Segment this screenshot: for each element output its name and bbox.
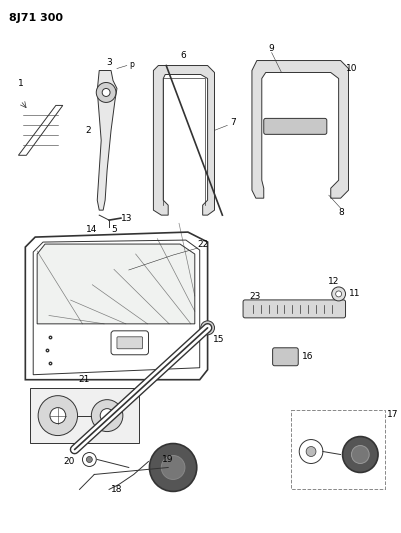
Circle shape <box>100 409 114 423</box>
Text: 17: 17 <box>387 410 399 419</box>
FancyBboxPatch shape <box>30 387 139 442</box>
Circle shape <box>342 437 378 472</box>
Text: 18: 18 <box>111 485 123 494</box>
Circle shape <box>86 456 92 463</box>
Circle shape <box>336 291 342 297</box>
Polygon shape <box>97 70 117 210</box>
Text: 8J71 300: 8J71 300 <box>8 13 63 23</box>
Circle shape <box>91 400 123 432</box>
Text: p: p <box>129 60 134 69</box>
Text: 21: 21 <box>79 375 90 384</box>
Circle shape <box>306 447 316 456</box>
Polygon shape <box>252 61 348 198</box>
FancyBboxPatch shape <box>264 118 327 134</box>
Circle shape <box>38 395 77 435</box>
Text: 8: 8 <box>338 208 344 216</box>
Circle shape <box>83 453 96 466</box>
FancyBboxPatch shape <box>117 337 143 349</box>
Circle shape <box>351 446 369 464</box>
Circle shape <box>150 443 197 491</box>
FancyBboxPatch shape <box>243 300 346 318</box>
Text: 7: 7 <box>230 118 236 127</box>
Circle shape <box>96 83 116 102</box>
Text: 2: 2 <box>86 126 91 135</box>
Text: 12: 12 <box>328 278 339 286</box>
Polygon shape <box>25 232 208 379</box>
FancyBboxPatch shape <box>111 331 148 355</box>
Text: 23: 23 <box>249 293 260 302</box>
Circle shape <box>299 440 323 464</box>
Text: 10: 10 <box>346 64 357 73</box>
Text: 9: 9 <box>269 44 275 53</box>
Text: 11: 11 <box>348 289 360 298</box>
Circle shape <box>201 321 215 335</box>
Text: 15: 15 <box>213 335 224 344</box>
FancyBboxPatch shape <box>292 410 385 489</box>
Circle shape <box>50 408 66 424</box>
Text: 3: 3 <box>106 58 112 67</box>
Text: 14: 14 <box>86 224 97 233</box>
Text: 19: 19 <box>162 455 174 464</box>
Circle shape <box>332 287 346 301</box>
Polygon shape <box>18 106 63 155</box>
Text: 6: 6 <box>180 51 186 60</box>
Text: 13: 13 <box>121 214 132 223</box>
FancyBboxPatch shape <box>273 348 298 366</box>
Text: 20: 20 <box>63 457 75 466</box>
Text: 22: 22 <box>198 239 209 248</box>
Circle shape <box>161 456 185 480</box>
Circle shape <box>102 88 110 96</box>
Polygon shape <box>154 66 215 215</box>
Text: 16: 16 <box>302 352 314 361</box>
Polygon shape <box>37 244 195 324</box>
Text: 1: 1 <box>18 79 24 88</box>
Text: 5: 5 <box>111 224 117 233</box>
